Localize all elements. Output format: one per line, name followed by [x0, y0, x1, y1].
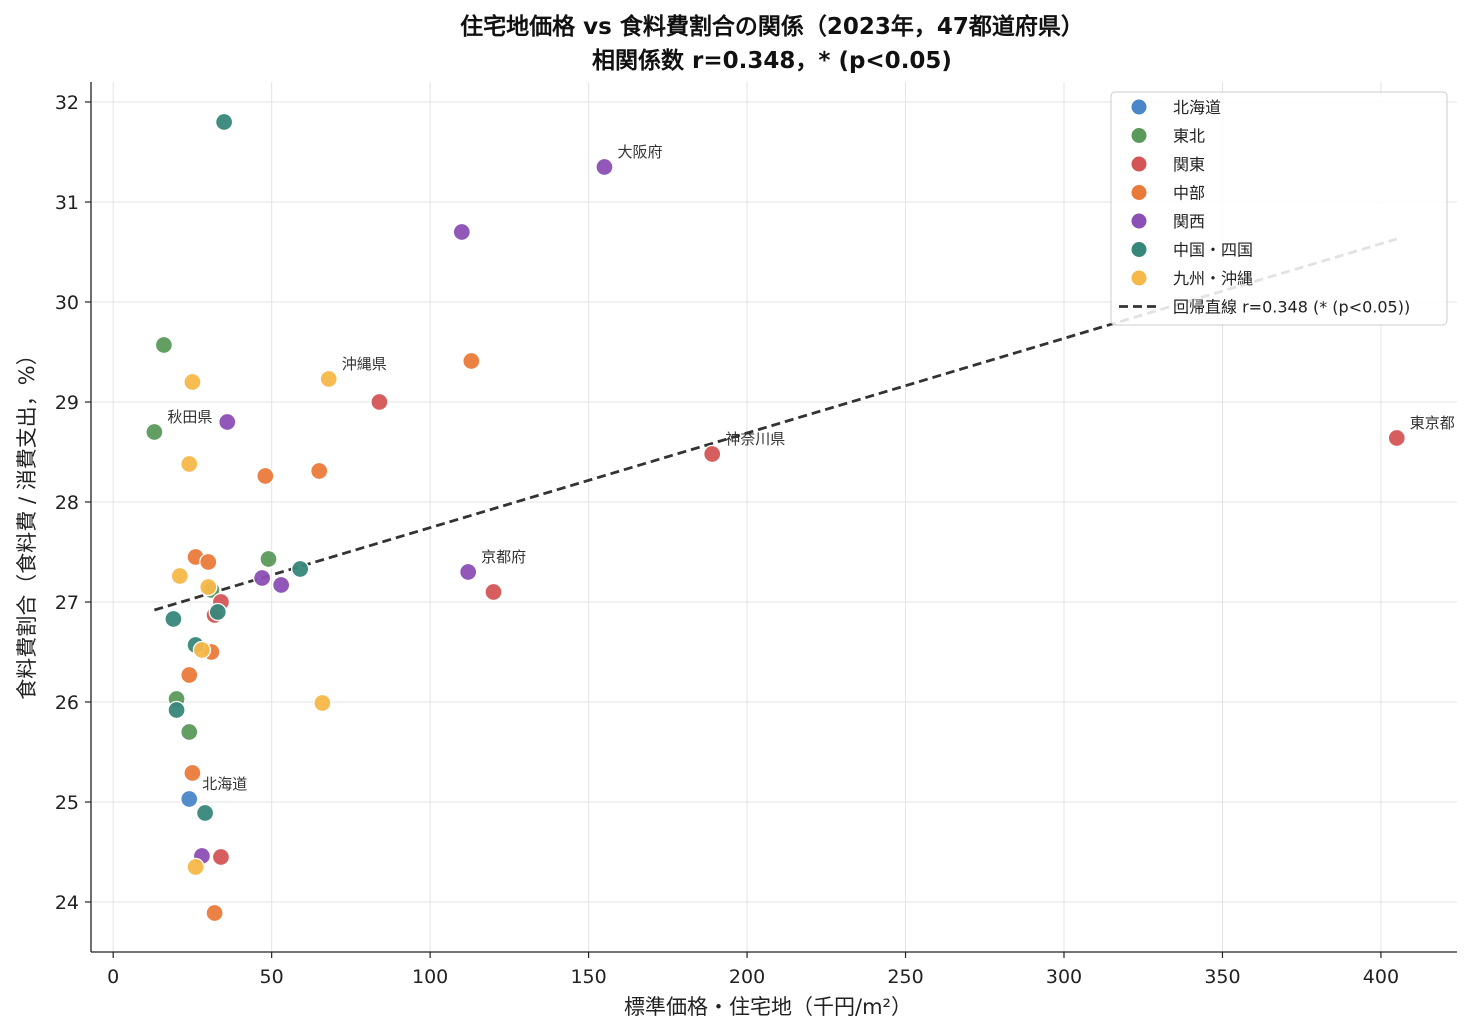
data-point	[310, 461, 329, 481]
data-point	[272, 575, 291, 595]
data-point	[199, 552, 218, 572]
y-axis-label: 食料費割合（食料費 / 消費支出，%）	[15, 344, 39, 699]
legend-marker	[1130, 241, 1148, 258]
x-tick-label: 350	[1204, 966, 1240, 988]
x-axis-label: 標準価格・住宅地（千円/m²）	[624, 995, 912, 1019]
data-point	[208, 602, 227, 622]
point-annotation: 北海道	[202, 775, 247, 793]
data-point	[180, 722, 199, 742]
legend-label: 九州・沖縄	[1173, 269, 1253, 288]
point-annotation: 京都府	[481, 548, 526, 566]
legend-label: 東北	[1173, 127, 1205, 146]
point-annotation: 秋田県	[167, 408, 212, 426]
data-point	[259, 549, 278, 569]
data-point	[484, 582, 503, 602]
x-tick-label: 200	[729, 966, 765, 988]
legend-marker	[1130, 98, 1148, 116]
legend-label: 中国・四国	[1173, 241, 1253, 260]
y-tick-label: 31	[55, 192, 79, 214]
data-point	[195, 803, 215, 823]
data-point	[256, 466, 275, 486]
data-point	[462, 351, 481, 371]
data-point	[180, 665, 199, 685]
y-tick-label: 27	[55, 592, 79, 614]
data-point	[595, 157, 614, 177]
legend-marker	[1130, 212, 1148, 230]
data-point	[703, 444, 722, 464]
legend-label: 北海道	[1173, 98, 1221, 117]
data-point	[205, 903, 224, 923]
legend-label: 関東	[1173, 155, 1205, 174]
x-tick-label: 100	[412, 966, 448, 988]
data-point	[183, 372, 202, 392]
data-point	[313, 693, 332, 713]
legend-marker	[1130, 269, 1148, 287]
data-point	[370, 392, 389, 412]
data-point	[180, 789, 199, 809]
y-tick-label: 24	[55, 892, 79, 914]
data-point	[170, 566, 189, 586]
data-point	[211, 847, 231, 867]
data-point	[291, 559, 310, 579]
point-annotation: 沖縄県	[342, 355, 387, 373]
data-point	[214, 112, 234, 132]
y-tick-label: 26	[55, 692, 79, 714]
y-axis-ticks: 24 25 26 27 28 29 30 31 32	[55, 92, 91, 914]
data-point	[154, 335, 174, 355]
legend-label: 回帰直線 r=0.348 (* (p<0.05))	[1173, 298, 1410, 317]
data-point	[452, 222, 471, 242]
data-point	[186, 857, 205, 877]
x-tick-label: 300	[1046, 966, 1082, 988]
data-point	[192, 640, 212, 660]
legend-marker	[1130, 127, 1148, 144]
point-annotation: 大阪府	[617, 143, 662, 161]
x-tick-label: 150	[570, 966, 606, 988]
legend-marker	[1130, 184, 1148, 201]
y-tick-label: 28	[55, 492, 79, 514]
x-axis-ticks: 0 50 100 150 200 250 300 350 400	[107, 952, 1399, 988]
legend-box	[1110, 91, 1448, 326]
data-points	[145, 112, 1406, 923]
legend-label: 中部	[1173, 184, 1205, 203]
data-point	[199, 577, 218, 597]
y-tick-label: 25	[55, 792, 79, 814]
chart-subtitle: 相関係数 r=0.348，* (p<0.05)	[592, 48, 952, 74]
data-point	[252, 568, 272, 588]
legend-label: 関西	[1173, 212, 1205, 231]
point-annotation: 東京都	[1410, 414, 1455, 432]
data-point	[459, 562, 478, 582]
point-annotation: 神奈川県	[725, 430, 785, 448]
data-point	[145, 422, 164, 442]
y-tick-label: 32	[55, 92, 79, 114]
axes	[90, 82, 1457, 953]
data-point	[164, 609, 183, 629]
legend-marker	[1130, 155, 1148, 173]
data-point	[1387, 428, 1406, 448]
x-tick-label: 0	[107, 966, 119, 988]
x-tick-label: 50	[260, 966, 284, 988]
chart-title: 住宅地価格 vs 食料費割合の関係（2023年，47都道府県）	[460, 13, 1084, 40]
data-point	[319, 369, 338, 389]
data-point	[183, 763, 202, 783]
data-point	[218, 412, 237, 432]
y-tick-label: 30	[55, 292, 79, 314]
data-point	[167, 700, 186, 720]
y-tick-label: 29	[55, 392, 79, 414]
x-tick-label: 250	[887, 966, 923, 988]
x-tick-label: 400	[1363, 966, 1399, 988]
data-point	[180, 454, 199, 474]
